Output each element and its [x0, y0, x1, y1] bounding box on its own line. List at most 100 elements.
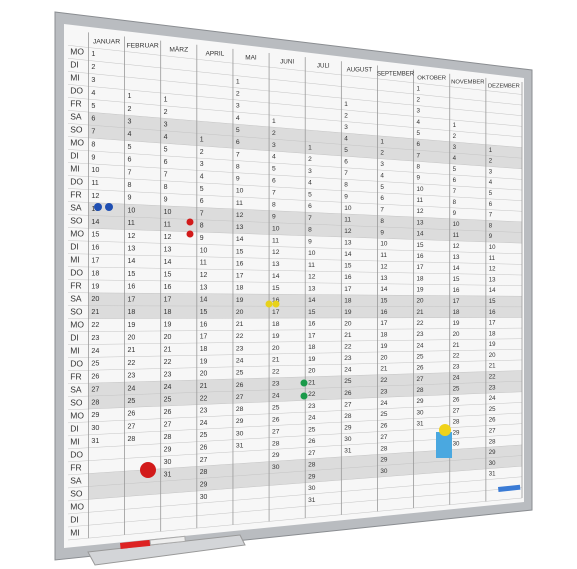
day-number: 29: [416, 398, 423, 405]
day-number: 6: [236, 139, 240, 146]
day-number: 7: [164, 171, 168, 178]
day-number: 2: [489, 159, 493, 165]
day-number: 22: [236, 333, 244, 340]
day-number: 30: [200, 494, 208, 501]
day-number: 27: [489, 429, 496, 435]
day-number: 30: [91, 423, 99, 432]
day-number: 1: [91, 49, 95, 58]
magnet: [439, 424, 451, 436]
day-number: 31: [489, 472, 496, 478]
day-number: 15: [416, 242, 423, 249]
day-number: 20: [416, 298, 423, 305]
day-number: 22: [489, 375, 496, 381]
row-line: [67, 71, 523, 116]
day-number: 18: [236, 285, 244, 292]
month-name: FEBRUAR: [127, 43, 159, 50]
day-number: 25: [344, 378, 352, 385]
day-number: 8: [164, 184, 168, 191]
day-number: 7: [272, 190, 276, 197]
day-number: 15: [453, 276, 460, 283]
day-number: 11: [127, 219, 134, 227]
magnet: [272, 300, 280, 308]
day-number: 11: [308, 262, 315, 269]
day-number: 1: [453, 122, 457, 129]
day-number: 1: [236, 78, 240, 85]
day-number: 28: [200, 469, 208, 476]
day-number: 27: [272, 428, 280, 435]
day-number: 12: [308, 274, 316, 281]
day-number: 4: [236, 115, 240, 122]
day-number: 8: [416, 164, 420, 171]
day-number: 15: [200, 309, 208, 316]
day-number: 23: [489, 385, 496, 391]
row-line: [67, 266, 523, 276]
day-number: 24: [236, 357, 244, 364]
day-number: 2: [380, 150, 384, 157]
day-number: 19: [308, 356, 316, 363]
day-number: 20: [489, 353, 496, 359]
month-name: MÄRZ: [169, 46, 188, 54]
day-number: 6: [200, 198, 204, 205]
day-number: 10: [453, 221, 460, 228]
day-number: 18: [453, 309, 460, 316]
day-number: 23: [91, 333, 99, 342]
weekday-label: DI: [70, 241, 79, 251]
day-number: 8: [489, 223, 493, 229]
day-number: 23: [308, 403, 316, 410]
day-number: 17: [489, 321, 496, 327]
month-name: JUNI: [280, 59, 294, 66]
day-number: 26: [236, 382, 244, 389]
row-line: [67, 162, 523, 191]
day-number: 14: [344, 251, 352, 258]
day-number: 20: [308, 368, 316, 375]
day-number: 30: [380, 468, 388, 475]
day-number: 19: [453, 320, 460, 327]
day-number: 4: [308, 180, 312, 187]
day-number: 30: [164, 459, 172, 466]
day-number: 6: [127, 156, 131, 164]
day-number: 11: [453, 232, 460, 239]
day-number: 28: [236, 406, 244, 413]
day-number: 1: [200, 136, 204, 143]
day-number: 10: [416, 186, 423, 193]
day-number: 10: [344, 205, 352, 212]
weekday-label: SA: [70, 293, 82, 303]
row-line: [67, 136, 523, 170]
day-number: 8: [308, 227, 312, 234]
day-number: 18: [308, 344, 316, 351]
weekday-label: SA: [70, 202, 82, 212]
day-number: 24: [344, 367, 352, 374]
day-number: 19: [164, 322, 172, 329]
weekday-label: MI: [70, 254, 79, 264]
day-number: 30: [272, 464, 280, 471]
row-line: [67, 201, 523, 223]
day-number: 16: [380, 309, 388, 316]
day-number: 5: [416, 130, 420, 137]
month-name: SEPTEMBER: [377, 72, 415, 78]
day-number: 13: [127, 245, 135, 253]
day-number: 19: [416, 286, 423, 293]
weekday-label: SO: [70, 489, 83, 499]
day-number: 18: [416, 275, 423, 282]
day-number: 8: [127, 181, 131, 189]
day-number: 21: [308, 379, 316, 386]
month-name: APRIL: [205, 51, 224, 58]
day-number: 17: [453, 298, 460, 305]
day-number: 27: [344, 401, 352, 408]
day-number: 16: [416, 253, 423, 260]
day-number: 19: [272, 333, 280, 340]
day-number: 25: [127, 397, 135, 405]
day-number: 25: [380, 411, 388, 418]
day-number: 9: [344, 193, 348, 200]
day-number: 16: [164, 284, 172, 291]
day-number: 20: [272, 345, 280, 352]
day-number: 15: [344, 263, 352, 270]
day-number: 24: [272, 393, 280, 400]
day-number: 10: [91, 165, 99, 174]
day-number: 8: [380, 218, 384, 225]
day-number: 5: [127, 143, 131, 151]
day-number: 15: [489, 299, 496, 305]
day-number: 23: [344, 355, 352, 362]
day-number: 16: [127, 283, 135, 291]
day-number: 12: [200, 272, 208, 279]
